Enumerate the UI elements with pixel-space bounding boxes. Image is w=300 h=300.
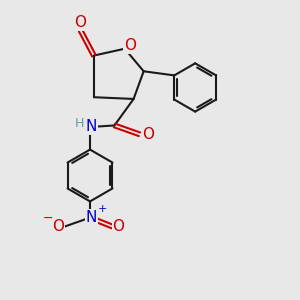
Text: H: H	[74, 117, 84, 130]
Text: N: N	[86, 119, 97, 134]
Text: −: −	[43, 212, 53, 225]
Text: O: O	[52, 219, 64, 234]
Text: O: O	[142, 127, 154, 142]
Text: N: N	[86, 210, 97, 225]
Text: O: O	[124, 38, 136, 53]
Text: +: +	[98, 204, 107, 214]
Text: O: O	[75, 15, 87, 30]
Text: O: O	[112, 219, 124, 234]
